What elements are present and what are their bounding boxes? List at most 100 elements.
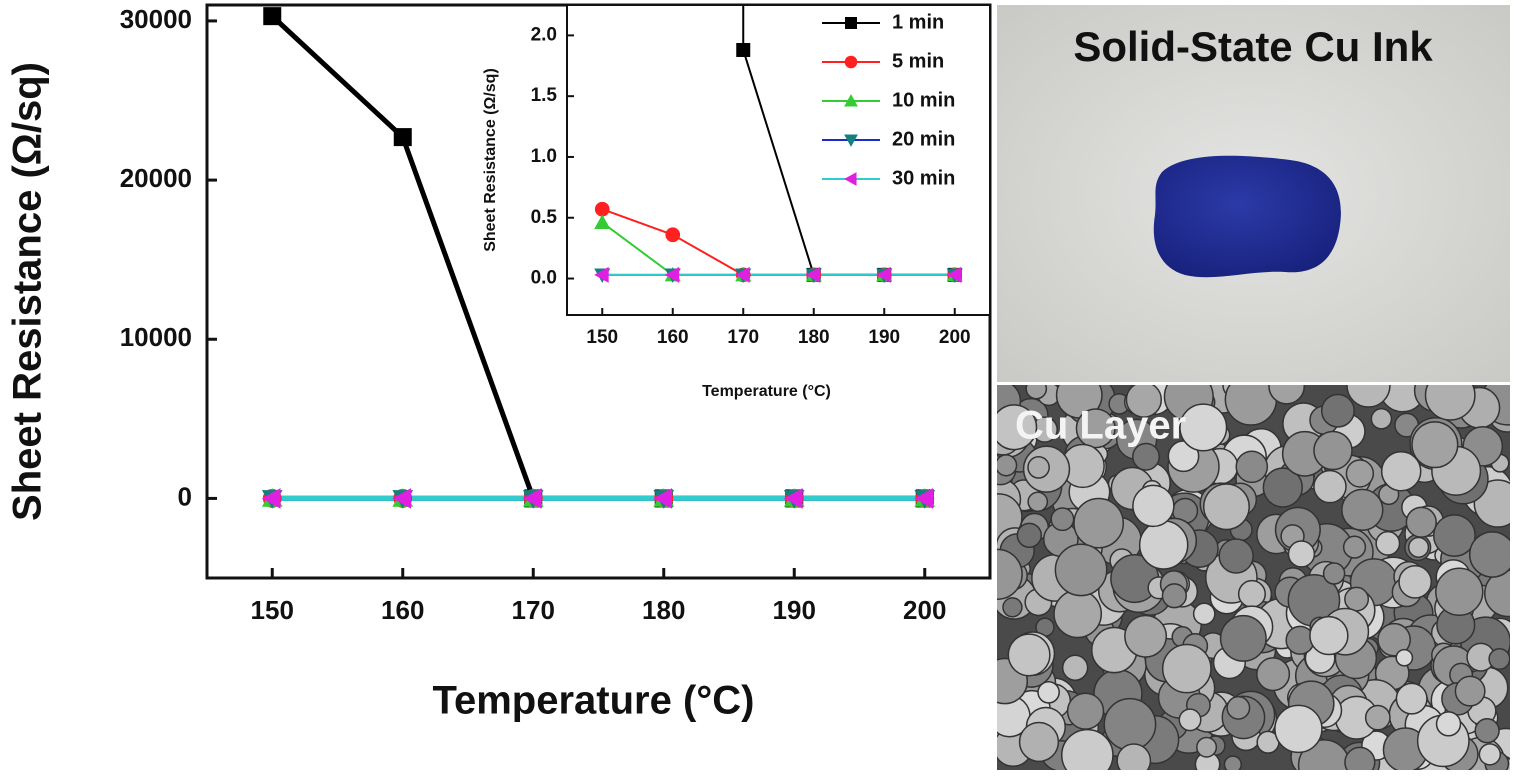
legend-marker (845, 17, 857, 29)
x-tick-label: 180 (642, 595, 685, 625)
grain (1018, 721, 1060, 763)
grain (1454, 675, 1486, 707)
grain (1411, 421, 1459, 469)
grain (1395, 682, 1428, 715)
grain (1060, 728, 1114, 770)
grain (1344, 746, 1376, 770)
grain (1124, 614, 1168, 658)
y-tick-label: 1.5 (531, 85, 558, 106)
x-axis-title: Temperature (°C) (702, 383, 831, 400)
x-tick-label: 150 (586, 327, 618, 348)
x-axis-title: Temperature (°C) (433, 679, 755, 723)
grain (1380, 450, 1422, 492)
x-tick-label: 190 (868, 327, 900, 348)
grain (1313, 469, 1347, 504)
grain (1364, 704, 1391, 731)
grain (1027, 491, 1049, 513)
photo-label: Solid-State Cu Ink (1073, 23, 1433, 70)
grain (1066, 692, 1105, 730)
y-tick-label: 0.0 (531, 268, 557, 289)
legend-label: 1 min (892, 11, 944, 33)
marker (392, 488, 412, 509)
grain (1395, 648, 1414, 667)
grain (1027, 456, 1050, 479)
grain (1370, 408, 1393, 430)
legend-label: 20 min (892, 128, 955, 150)
grain (1344, 586, 1370, 612)
legend-marker (844, 94, 858, 107)
x-tick-label: 190 (773, 595, 816, 625)
marker (263, 7, 282, 26)
marker (594, 214, 611, 230)
grain (1016, 522, 1043, 549)
y-tick-label: 0.5 (531, 207, 558, 228)
legend-label: 5 min (892, 50, 944, 72)
y-tick-label: 0 (178, 481, 192, 511)
grain (1320, 393, 1355, 428)
marker (736, 42, 751, 57)
grain (1322, 562, 1346, 585)
plot-frame (566, 4, 991, 316)
grain (1377, 622, 1411, 657)
grain (1125, 385, 1163, 418)
grain (1116, 743, 1152, 770)
grain (1424, 385, 1476, 421)
y-axis-title: Sheet Resistance (Ω/sq) (482, 68, 499, 252)
grain (1474, 718, 1500, 744)
grain (1398, 564, 1433, 599)
marker (653, 488, 673, 509)
grain (1061, 654, 1089, 681)
y-tick-label: 30000 (120, 4, 192, 34)
grain (1223, 755, 1242, 770)
legend-label: 30 min (892, 167, 955, 189)
grain (1132, 484, 1175, 528)
grain (997, 454, 1018, 477)
grain (1075, 408, 1116, 449)
photo-label: Cu Layer (1015, 404, 1186, 448)
x-tick-label: 160 (657, 327, 689, 348)
grain (1488, 647, 1510, 671)
grain (1007, 633, 1051, 677)
marker (914, 488, 934, 509)
x-tick-label: 200 (903, 595, 946, 625)
grain (1196, 736, 1218, 758)
legend-label: 10 min (892, 89, 955, 111)
y-tick-label: 20000 (120, 163, 192, 193)
grain (1073, 497, 1125, 549)
grain (1313, 430, 1353, 471)
legend-marker (844, 172, 857, 186)
grain (1237, 579, 1266, 608)
legend-marker (844, 55, 858, 69)
marker (522, 488, 542, 509)
y-tick-label: 1.0 (531, 146, 557, 167)
grain (1432, 514, 1476, 557)
grain (1219, 614, 1267, 662)
marker (805, 266, 821, 283)
grain (1161, 643, 1212, 694)
grain (1161, 583, 1187, 609)
grain (1226, 695, 1251, 720)
marker (783, 488, 803, 509)
marker (946, 266, 962, 283)
grain (1132, 442, 1161, 471)
grain (997, 404, 1038, 451)
grain (1375, 530, 1401, 556)
grain (997, 548, 1023, 601)
marker (876, 266, 891, 283)
grain (1103, 697, 1157, 751)
marker (664, 266, 680, 283)
x-tick-label: 170 (727, 327, 759, 348)
grain (1050, 507, 1075, 532)
grain (1262, 467, 1303, 508)
x-tick-label: 180 (798, 327, 830, 348)
grain (1178, 708, 1202, 732)
marker (594, 266, 609, 283)
grain (1435, 567, 1484, 617)
grain (1274, 704, 1323, 754)
grain (1268, 385, 1306, 405)
grain (1002, 597, 1023, 618)
photos: Solid-State Cu Ink Cu Layer (997, 5, 1510, 770)
marker (735, 266, 750, 283)
